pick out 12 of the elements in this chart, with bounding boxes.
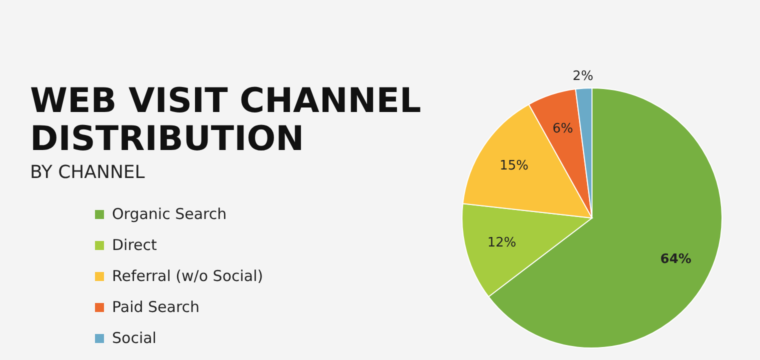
- data-label: 15%: [500, 158, 529, 174]
- legend-label: Paid Search: [112, 298, 200, 316]
- data-label: 12%: [487, 235, 516, 250]
- legend-label: Direct: [112, 236, 158, 254]
- legend-label: Social: [112, 329, 156, 347]
- legend-label: Referral (w/o Social): [112, 267, 264, 285]
- data-label: 6%: [552, 122, 574, 137]
- text: WEB VISIT CHANNEL DISTRIBUTION: [30, 81, 422, 159]
- text: BY CHANNEL: [30, 162, 145, 183]
- legend-label: Organic Search: [112, 205, 227, 223]
- data-label: 64%: [660, 252, 692, 268]
- data-label: 2%: [572, 68, 594, 84]
